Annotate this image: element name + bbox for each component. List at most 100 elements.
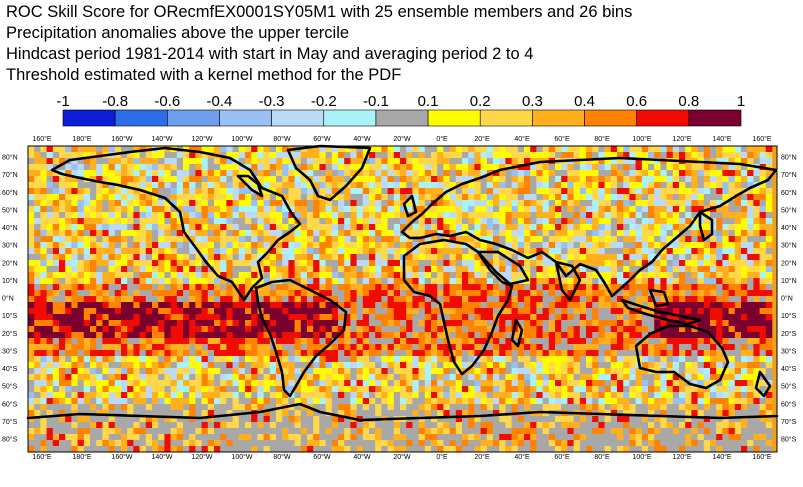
map-cell xyxy=(579,314,587,321)
map-cell xyxy=(741,302,748,309)
map-cell xyxy=(139,176,147,183)
map-cell xyxy=(474,212,481,219)
map-cell xyxy=(393,146,401,153)
map-cell xyxy=(517,164,525,171)
map-cell xyxy=(387,314,395,321)
map-cell xyxy=(195,194,202,201)
map-cell xyxy=(90,236,97,243)
map-cell xyxy=(133,236,140,243)
map-cell xyxy=(133,260,140,267)
map-cell xyxy=(207,284,215,291)
map-cell xyxy=(666,236,674,243)
map-cell xyxy=(660,206,667,213)
map-cell xyxy=(263,242,271,249)
map-cell xyxy=(499,200,506,207)
map-cell xyxy=(226,332,233,339)
map-cell xyxy=(257,230,264,237)
map-cell xyxy=(586,272,593,279)
map-cell xyxy=(52,260,60,267)
map-cell xyxy=(641,224,649,231)
map-cell xyxy=(232,194,240,201)
map-cell xyxy=(660,242,667,249)
map-cell xyxy=(548,170,556,177)
map-cell xyxy=(145,320,153,327)
map-cell xyxy=(393,212,401,219)
map-cell xyxy=(83,266,91,273)
map-cell xyxy=(480,170,488,177)
map-cell xyxy=(282,260,289,267)
map-cell xyxy=(214,386,221,393)
map-cell xyxy=(480,218,488,225)
map-cell xyxy=(499,272,506,279)
map-cell xyxy=(623,296,630,303)
map-cell xyxy=(499,266,506,273)
map-cell xyxy=(176,170,184,177)
map-cell xyxy=(722,326,729,333)
map-cell xyxy=(586,320,593,327)
map-cell xyxy=(536,212,543,219)
map-cell xyxy=(555,332,562,339)
map-cell xyxy=(406,206,413,213)
map-cell xyxy=(697,308,705,315)
map-cell xyxy=(226,212,233,219)
map-cell xyxy=(629,152,636,159)
map-cell xyxy=(759,296,767,303)
map-cell xyxy=(604,152,612,159)
map-cell xyxy=(406,326,413,333)
map-cell xyxy=(666,230,674,237)
map-cell xyxy=(741,308,748,315)
map-cell xyxy=(710,242,717,249)
map-cell xyxy=(480,278,488,285)
map-cell xyxy=(666,344,674,351)
map-cell xyxy=(722,380,729,387)
map-cell xyxy=(561,224,568,231)
map-cell xyxy=(635,176,643,183)
map-cell xyxy=(685,338,692,345)
map-cell xyxy=(300,254,308,261)
map-cell xyxy=(65,350,72,357)
map-cell xyxy=(505,260,512,267)
map-cell xyxy=(362,284,370,291)
map-cell xyxy=(685,146,692,153)
map-cell xyxy=(28,290,35,297)
map-cell xyxy=(598,344,605,351)
map-cell xyxy=(307,332,314,339)
map-cell xyxy=(412,176,419,183)
map-cell xyxy=(573,236,581,243)
map-cell xyxy=(666,260,674,267)
map-cell xyxy=(455,146,463,153)
map-cell xyxy=(133,242,140,249)
map-cell xyxy=(189,266,196,273)
map-cell xyxy=(747,188,754,195)
map-cell xyxy=(759,248,767,255)
map-cell xyxy=(127,284,134,291)
map-cell xyxy=(133,248,140,255)
map-cell xyxy=(753,146,760,153)
map-cell xyxy=(462,260,469,267)
map-cell xyxy=(431,356,438,363)
map-cell xyxy=(462,278,469,285)
map-cell xyxy=(108,374,116,381)
map-cell xyxy=(462,236,469,243)
map-cell xyxy=(672,296,680,303)
map-cell xyxy=(251,146,258,153)
map-cell xyxy=(145,152,153,159)
map-cell xyxy=(747,302,754,309)
map-cell xyxy=(238,356,246,363)
map-cell xyxy=(294,368,302,375)
map-cell xyxy=(164,290,171,297)
map-cell xyxy=(356,254,364,261)
map-cell xyxy=(548,182,556,189)
map-cell xyxy=(319,212,326,219)
map-cell xyxy=(486,356,494,363)
map-cell xyxy=(443,230,450,237)
map-cell xyxy=(269,368,277,375)
map-cell xyxy=(65,362,72,369)
map-cell xyxy=(555,230,562,237)
map-cell xyxy=(741,146,748,153)
map-cell xyxy=(108,230,116,237)
map-cell xyxy=(517,176,525,183)
map-cell xyxy=(313,164,320,171)
map-cell xyxy=(753,296,760,303)
map-cell xyxy=(356,200,364,207)
